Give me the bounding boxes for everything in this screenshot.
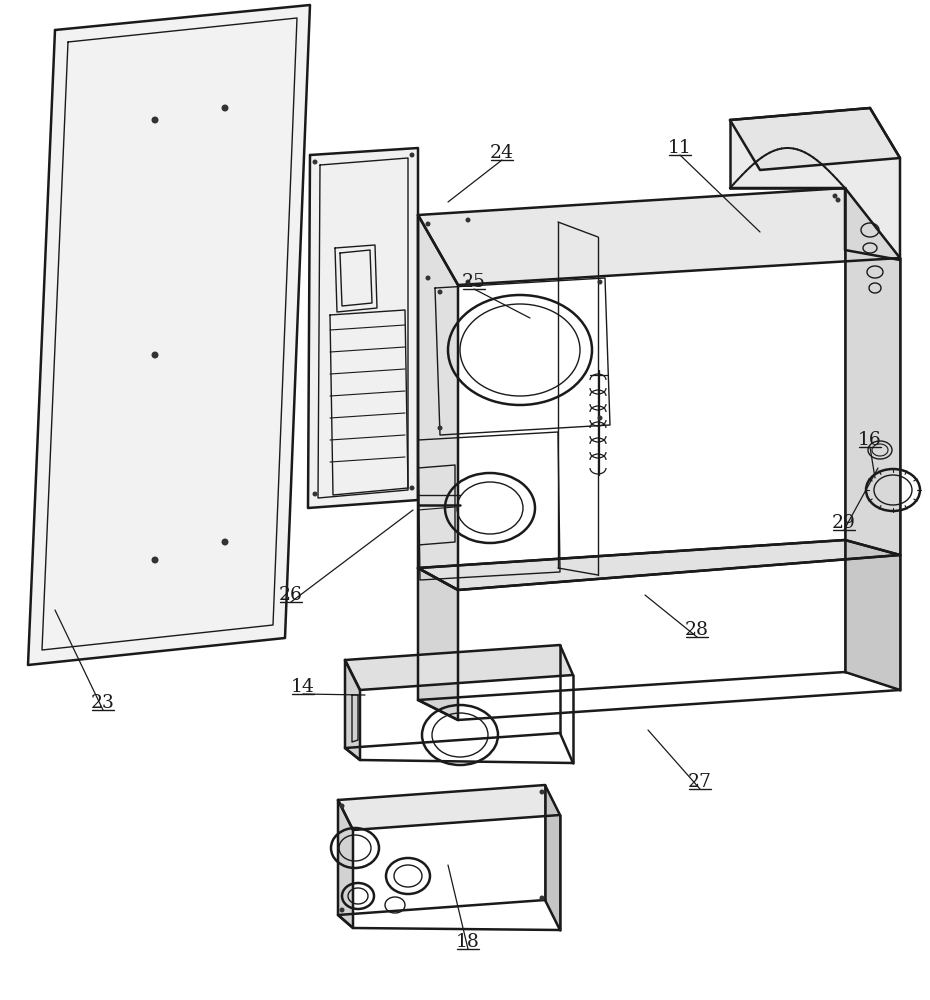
Ellipse shape xyxy=(409,152,415,157)
Ellipse shape xyxy=(312,159,317,164)
Polygon shape xyxy=(345,660,360,760)
Ellipse shape xyxy=(597,279,603,284)
Ellipse shape xyxy=(152,116,158,123)
Polygon shape xyxy=(418,188,900,285)
Ellipse shape xyxy=(835,198,841,202)
Text: 23: 23 xyxy=(91,694,115,712)
Polygon shape xyxy=(418,540,900,590)
Polygon shape xyxy=(418,215,458,590)
Polygon shape xyxy=(338,785,560,830)
Polygon shape xyxy=(545,785,560,930)
Ellipse shape xyxy=(339,908,344,912)
Ellipse shape xyxy=(426,222,431,227)
Ellipse shape xyxy=(466,279,471,284)
Text: 26: 26 xyxy=(279,586,303,604)
Text: 27: 27 xyxy=(688,773,712,791)
Ellipse shape xyxy=(152,556,158,564)
Text: 28: 28 xyxy=(685,621,709,639)
Ellipse shape xyxy=(539,790,544,794)
Polygon shape xyxy=(345,645,573,690)
Ellipse shape xyxy=(437,290,443,294)
Text: 18: 18 xyxy=(456,933,480,951)
Text: 25: 25 xyxy=(462,273,486,291)
Polygon shape xyxy=(28,5,310,665)
Polygon shape xyxy=(730,108,900,170)
Polygon shape xyxy=(418,540,900,590)
Ellipse shape xyxy=(832,194,838,198)
Polygon shape xyxy=(338,800,353,928)
Ellipse shape xyxy=(597,416,603,420)
Ellipse shape xyxy=(426,275,431,280)
Text: 29: 29 xyxy=(832,514,856,532)
Ellipse shape xyxy=(152,352,158,359)
Ellipse shape xyxy=(339,804,344,808)
Ellipse shape xyxy=(221,538,229,546)
Polygon shape xyxy=(418,568,458,720)
Text: 16: 16 xyxy=(858,431,882,449)
Text: 24: 24 xyxy=(490,144,514,162)
Ellipse shape xyxy=(221,104,229,111)
Polygon shape xyxy=(845,540,900,690)
Ellipse shape xyxy=(437,426,443,430)
Ellipse shape xyxy=(466,218,471,223)
Text: 14: 14 xyxy=(291,678,315,696)
Ellipse shape xyxy=(312,491,317,496)
Polygon shape xyxy=(845,188,900,555)
Text: 11: 11 xyxy=(668,139,692,157)
Ellipse shape xyxy=(409,486,415,490)
Ellipse shape xyxy=(539,896,544,900)
Polygon shape xyxy=(730,108,900,260)
Polygon shape xyxy=(308,148,418,508)
